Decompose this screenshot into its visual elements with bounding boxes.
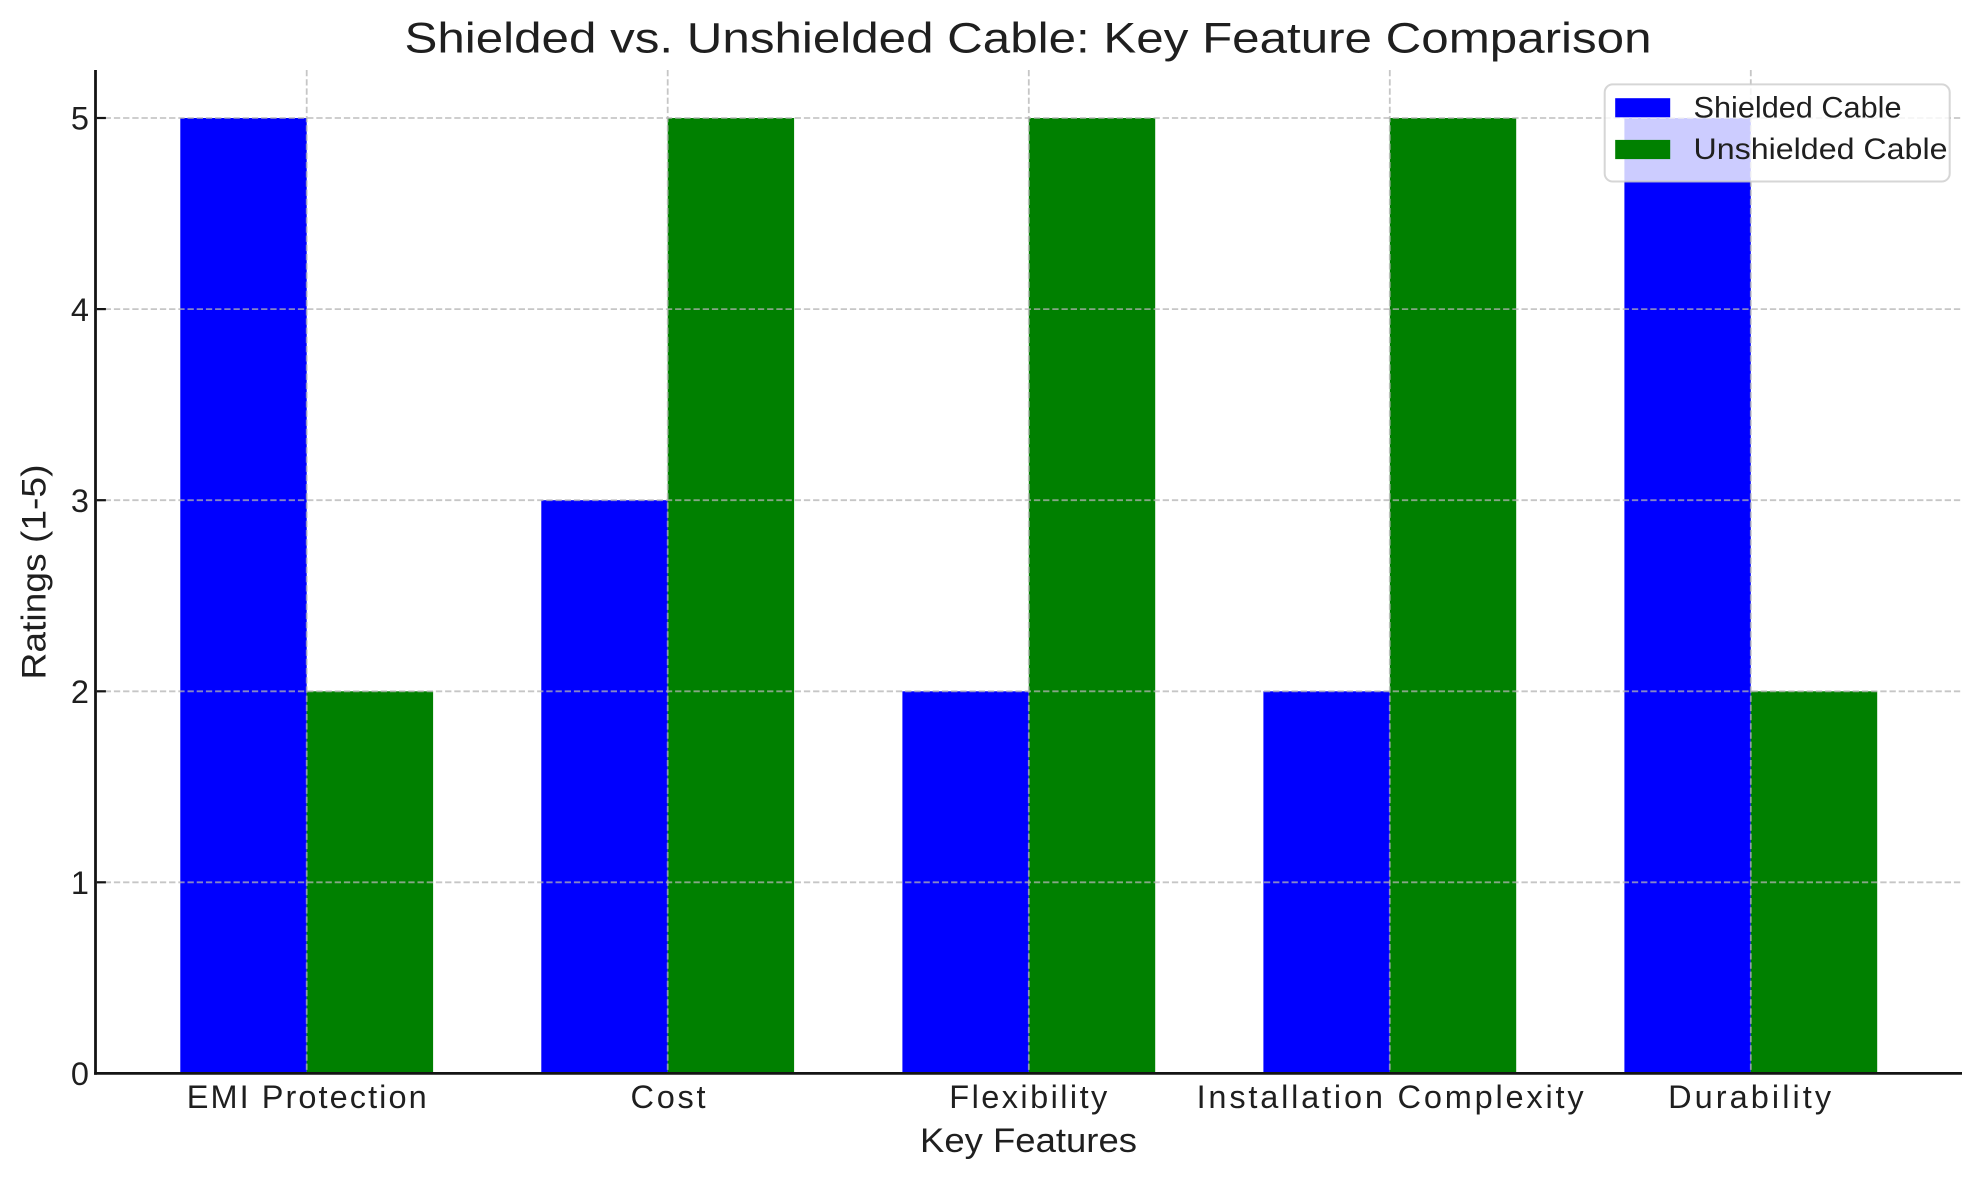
svg-text:Key Features: Key Features (920, 1122, 1137, 1160)
svg-text:Unshielded Cable: Unshielded Cable (1694, 133, 1948, 166)
svg-text:Cost: Cost (631, 1079, 706, 1115)
svg-text:EMI Protection: EMI Protection (187, 1079, 427, 1115)
svg-text:5: 5 (71, 101, 89, 137)
svg-text:Shielded Cable: Shielded Cable (1694, 91, 1902, 124)
svg-text:Ratings (1-5): Ratings (1-5) (16, 465, 54, 680)
svg-text:3: 3 (71, 483, 89, 519)
svg-text:2: 2 (71, 674, 89, 710)
svg-text:Durability: Durability (1668, 1079, 1832, 1115)
svg-text:Installation Complexity: Installation Complexity (1197, 1079, 1585, 1115)
svg-text:1: 1 (71, 865, 89, 901)
svg-text:Shielded vs. Unshielded Cable:: Shielded vs. Unshielded Cable: Key Featu… (405, 14, 1652, 62)
svg-text:0: 0 (71, 1056, 89, 1092)
svg-text:4: 4 (71, 292, 89, 328)
